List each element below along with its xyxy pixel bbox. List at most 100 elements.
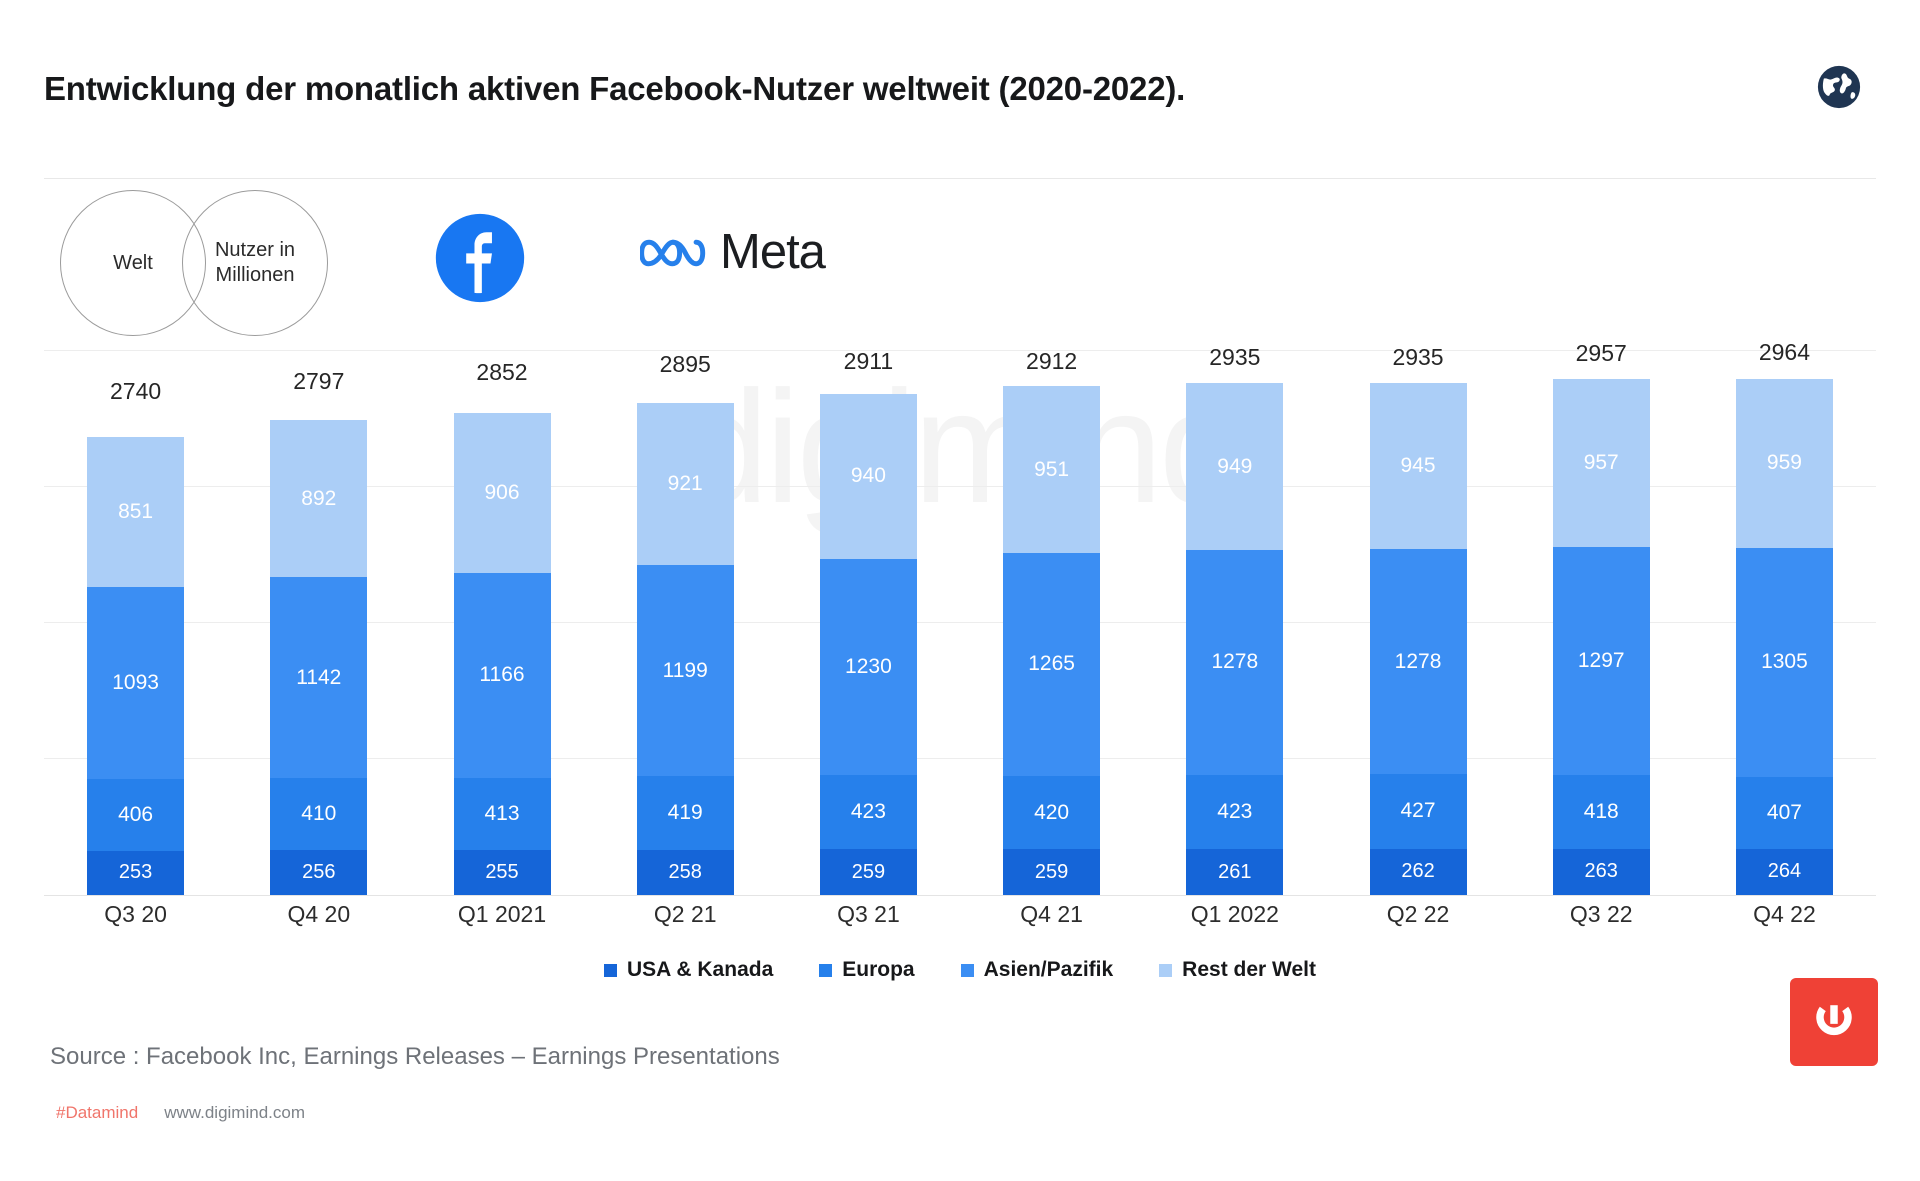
chart-plot-area: 2740 851 1093 406 253 2797 892 1142 410 256 2852 90…	[44, 339, 1876, 895]
legend-item[interactable]: Rest der Welt	[1159, 958, 1316, 982]
globe-icon	[1812, 60, 1866, 114]
bar-segment: 1278	[1369, 549, 1467, 774]
bar-segment: 1297	[1552, 547, 1650, 776]
venn-circle-nutzer-label: Nutzer in Millionen	[214, 239, 296, 286]
bar-segment: 259	[819, 849, 917, 895]
gridline	[44, 758, 1876, 759]
bar-segment: 1305	[1735, 547, 1833, 778]
bar-total-label: 2912	[1026, 348, 1078, 375]
bar-segment: 410	[270, 777, 368, 850]
venn-circle-nutzer: Nutzer in Millionen	[182, 190, 328, 336]
bar-column: 2852 906 1166 413 255	[410, 350, 593, 895]
facebook-logo-icon	[434, 212, 526, 304]
bar-stack: 949 1278 423 261	[1186, 383, 1284, 895]
bar-column: 2935 945 1278 427 262	[1326, 344, 1509, 895]
bar-segment: 413	[453, 777, 551, 851]
bar-segment: 427	[1369, 773, 1467, 849]
bar-segment: 1278	[1186, 550, 1284, 775]
legend-item[interactable]: Europa	[819, 958, 915, 982]
bar-segment: 1166	[453, 572, 551, 778]
bar-segment: 1142	[270, 577, 368, 778]
legend-swatch-icon	[960, 963, 974, 977]
bar-segment: 921	[636, 403, 734, 566]
bar-segment: 949	[1186, 383, 1284, 551]
bar-stack: 959 1305 407 264	[1735, 379, 1833, 895]
legend-label: Rest der Welt	[1182, 958, 1316, 981]
bar-segment: 1265	[1003, 553, 1101, 776]
footer-url[interactable]: www.digimind.com	[164, 1103, 305, 1122]
bar-segment: 418	[1552, 775, 1650, 849]
bar-column: 2797 892 1142 410 256	[227, 350, 410, 895]
legend-swatch-icon	[819, 963, 833, 977]
bar-column: 2912 951 1265 420 259	[960, 348, 1143, 895]
bar-stack: 957 1297 418 263	[1552, 379, 1650, 895]
bar-column: 2911 940 1230 423 259	[777, 348, 960, 895]
legend-item[interactable]: USA & Kanada	[604, 958, 773, 982]
bar-segment: 951	[1003, 386, 1101, 554]
gridline	[44, 486, 1876, 487]
bar-segment: 406	[87, 779, 185, 851]
x-axis-tick-label: Q2 21	[653, 901, 717, 927]
bar-segment: 892	[270, 420, 368, 578]
bar-stack: 906 1166 413 255	[453, 413, 551, 895]
bar-total-label: 2911	[843, 348, 894, 375]
legend-swatch-icon	[1159, 963, 1173, 977]
bar-total-label: 2935	[1209, 344, 1261, 371]
bar-segment: 945	[1369, 383, 1467, 550]
page-title: Entwicklung der monatlich aktiven Facebo…	[44, 70, 1186, 107]
x-axis-tick-label: Q4 22	[1753, 901, 1816, 927]
bar-total-label: 2964	[1758, 338, 1811, 365]
x-axis-tick-label: Q1 2021	[457, 901, 547, 927]
bar-segment: 258	[636, 849, 734, 895]
bar-segment: 851	[87, 437, 185, 587]
bar-group: 2740 851 1093 406 253 2797 892 1142 410 256 2852 90…	[44, 339, 1876, 895]
source-note: Source : Facebook Inc, Earnings Releases…	[50, 1043, 780, 1070]
bar-segment: 420	[1003, 775, 1101, 850]
bar-segment: 1199	[636, 565, 734, 776]
legend-label: USA & Kanada	[627, 958, 774, 981]
gridline	[44, 622, 1876, 623]
header-divider	[44, 178, 1876, 179]
bar-segment: 959	[1735, 379, 1833, 548]
bar-segment: 261	[1186, 849, 1284, 895]
footer-hashtag: #Datamind	[56, 1103, 139, 1122]
bar-column: 2964 959 1305 407 264	[1693, 339, 1876, 895]
bar-stack: 921 1199 419 258	[636, 403, 734, 895]
bar-total-label: 2797	[293, 368, 345, 395]
bar-segment: 255	[453, 850, 551, 895]
chart-legend: USA & Kanada Europa Asien/Pazifik Rest der …	[44, 958, 1876, 982]
bar-total-label: 2895	[659, 351, 711, 378]
venn-circle-welt-label: Welt	[113, 251, 153, 274]
bar-segment: 423	[819, 775, 917, 850]
bar-total-label: 2957	[1575, 340, 1627, 367]
bar-stack: 951 1265 420 259	[1003, 386, 1101, 895]
bar-total-label: 2935	[1392, 344, 1444, 371]
x-axis-tick-label: Q4 21	[1020, 901, 1083, 927]
bar-column: 2935 949 1278 423 261	[1143, 344, 1326, 895]
bar-segment: 262	[1369, 848, 1467, 895]
x-axis-tick-label: Q3 22	[1569, 901, 1633, 927]
bar-segment: 423	[1186, 774, 1284, 850]
bar-column: 2957 957 1297 418 263	[1510, 340, 1693, 895]
legend-item[interactable]: Asien/Pazifik	[960, 958, 1113, 982]
bar-segment: 253	[87, 850, 185, 895]
footer: #Datamind www.digimind.com	[56, 1103, 305, 1123]
bar-total-label: 2740	[110, 378, 162, 405]
x-axis-tick-label: Q2 22	[1386, 901, 1450, 927]
bar-segment: 940	[819, 393, 917, 559]
x-axis-labels: Q3 20 Q4 20 Q1 2021 Q2 21 Q3 21 Q4 21 Q1 2022 Q…	[44, 901, 1876, 928]
bar-stack: 940 1230 423 259	[819, 393, 917, 895]
meta-infinity-icon	[639, 232, 706, 274]
bar-segment: 419	[636, 776, 734, 850]
bar-segment: 957	[1552, 379, 1650, 548]
bar-segment: 256	[270, 850, 368, 895]
bar-segment: 264	[1735, 848, 1833, 895]
x-axis-tick-label: Q3 20	[104, 901, 167, 927]
bar-segment: 407	[1735, 777, 1833, 849]
legend-swatch-icon	[604, 963, 617, 977]
bar-stack: 945 1278 427 262	[1369, 383, 1467, 895]
legend-label: Europa	[842, 958, 915, 981]
bar-column: 2895 921 1199 419 258	[594, 350, 777, 895]
bar-segment: 263	[1552, 848, 1650, 895]
